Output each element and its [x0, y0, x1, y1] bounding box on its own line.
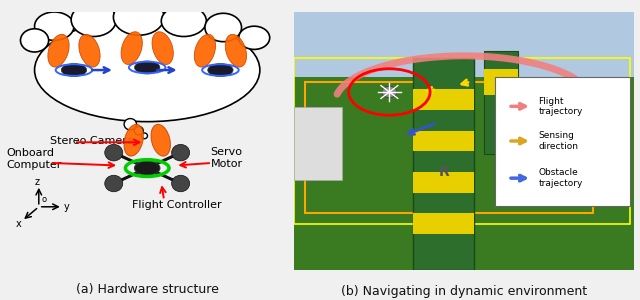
FancyBboxPatch shape: [484, 51, 518, 154]
FancyBboxPatch shape: [294, 76, 634, 270]
Text: Onboard
Computer: Onboard Computer: [6, 148, 62, 170]
Text: (a) Hardware structure: (a) Hardware structure: [76, 283, 219, 296]
FancyBboxPatch shape: [413, 89, 474, 110]
FancyBboxPatch shape: [294, 12, 634, 76]
Circle shape: [124, 118, 136, 130]
Text: z: z: [35, 176, 40, 187]
Ellipse shape: [205, 13, 241, 42]
Text: Sensing
direction: Sensing direction: [539, 131, 579, 151]
Ellipse shape: [113, 0, 164, 35]
Text: o: o: [42, 195, 47, 204]
Ellipse shape: [195, 34, 216, 67]
FancyBboxPatch shape: [413, 172, 474, 193]
Ellipse shape: [225, 34, 246, 67]
FancyBboxPatch shape: [495, 76, 630, 206]
Ellipse shape: [152, 32, 173, 64]
Text: x: x: [15, 219, 21, 229]
Ellipse shape: [48, 34, 69, 67]
FancyBboxPatch shape: [413, 58, 474, 270]
FancyBboxPatch shape: [413, 131, 474, 151]
Circle shape: [172, 175, 189, 192]
Ellipse shape: [35, 12, 74, 40]
Text: Obstacle
trajectory: Obstacle trajectory: [539, 169, 583, 188]
FancyBboxPatch shape: [413, 213, 474, 234]
Text: R: R: [438, 165, 449, 179]
Ellipse shape: [20, 29, 49, 52]
Circle shape: [105, 144, 123, 161]
FancyBboxPatch shape: [294, 107, 342, 180]
Ellipse shape: [134, 161, 160, 175]
Text: Stereo Camera: Stereo Camera: [50, 136, 134, 146]
Ellipse shape: [35, 18, 260, 122]
Ellipse shape: [151, 124, 170, 156]
Ellipse shape: [121, 32, 142, 64]
Text: Flight
trajectory: Flight trajectory: [539, 97, 583, 116]
Circle shape: [382, 86, 397, 98]
Ellipse shape: [124, 124, 143, 156]
Ellipse shape: [208, 64, 233, 76]
Circle shape: [134, 127, 143, 135]
Text: (b) Navigating in dynamic environment: (b) Navigating in dynamic environment: [341, 286, 587, 298]
FancyBboxPatch shape: [484, 69, 518, 94]
Ellipse shape: [61, 64, 86, 76]
Ellipse shape: [79, 34, 100, 67]
Text: y: y: [63, 202, 69, 212]
Circle shape: [141, 133, 147, 139]
Ellipse shape: [134, 61, 160, 74]
Text: Flight Controller: Flight Controller: [132, 200, 221, 211]
Ellipse shape: [161, 5, 206, 37]
Circle shape: [105, 175, 123, 192]
Ellipse shape: [239, 26, 269, 50]
Text: Servo
Motor: Servo Motor: [211, 147, 243, 169]
Ellipse shape: [71, 3, 116, 37]
Circle shape: [172, 144, 189, 161]
